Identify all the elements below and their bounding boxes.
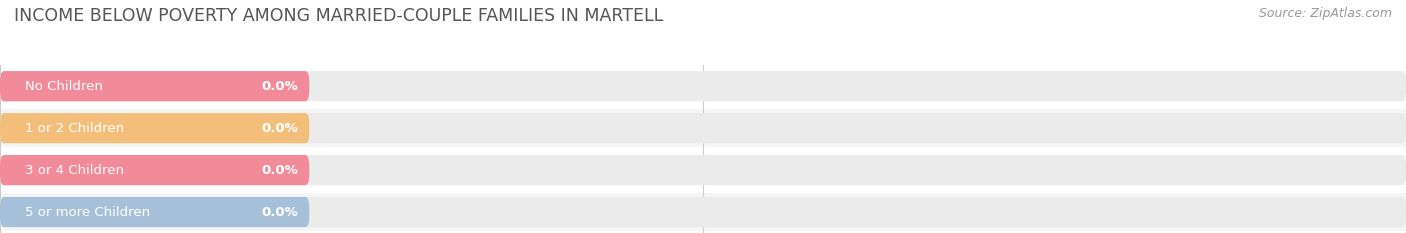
Text: Source: ZipAtlas.com: Source: ZipAtlas.com: [1258, 7, 1392, 20]
FancyBboxPatch shape: [0, 151, 1406, 189]
FancyBboxPatch shape: [0, 155, 309, 185]
FancyBboxPatch shape: [0, 71, 1406, 101]
Text: 0.0%: 0.0%: [262, 122, 298, 135]
Text: 1 or 2 Children: 1 or 2 Children: [25, 122, 125, 135]
FancyBboxPatch shape: [0, 113, 309, 143]
FancyBboxPatch shape: [0, 155, 1406, 185]
FancyBboxPatch shape: [0, 67, 1406, 106]
Text: 0.0%: 0.0%: [262, 80, 298, 93]
Text: 5 or more Children: 5 or more Children: [25, 206, 150, 219]
FancyBboxPatch shape: [0, 197, 1406, 227]
FancyBboxPatch shape: [0, 193, 1406, 231]
Text: 0.0%: 0.0%: [262, 206, 298, 219]
Text: INCOME BELOW POVERTY AMONG MARRIED-COUPLE FAMILIES IN MARTELL: INCOME BELOW POVERTY AMONG MARRIED-COUPL…: [14, 7, 664, 25]
Text: 3 or 4 Children: 3 or 4 Children: [25, 164, 124, 177]
FancyBboxPatch shape: [0, 113, 1406, 143]
FancyBboxPatch shape: [0, 71, 309, 101]
Text: No Children: No Children: [25, 80, 103, 93]
Text: 0.0%: 0.0%: [262, 164, 298, 177]
FancyBboxPatch shape: [0, 109, 1406, 147]
FancyBboxPatch shape: [0, 197, 309, 227]
